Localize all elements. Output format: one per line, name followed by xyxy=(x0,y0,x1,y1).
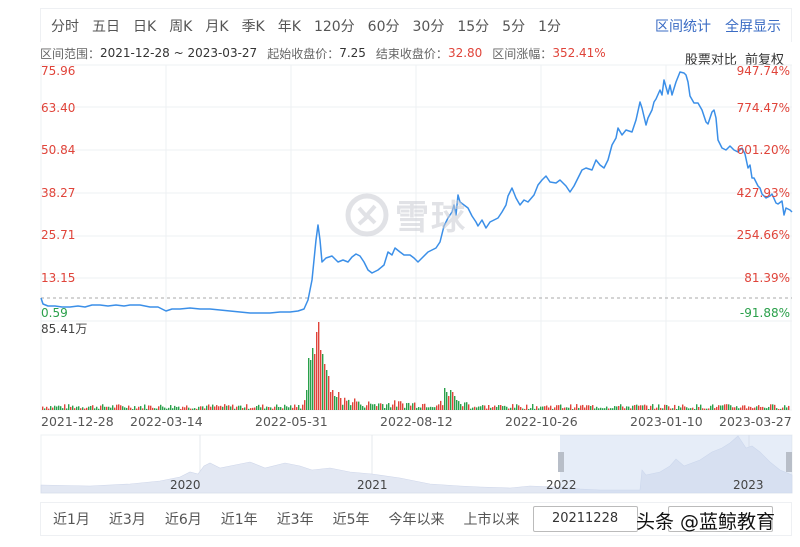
y-pct-tick-2: 601.20% xyxy=(736,143,790,157)
y-pct-tick-4: 254.66% xyxy=(736,228,790,242)
interval-stats-link[interactable]: 区间统计 xyxy=(655,18,711,35)
price-line xyxy=(40,71,793,314)
tab-1min[interactable]: 1分 xyxy=(538,18,561,35)
volume-bars xyxy=(42,322,790,410)
y-price-tick-5: 13.15 xyxy=(41,271,76,285)
y-price-tick-4: 25.71 xyxy=(41,228,76,242)
tab-120min[interactable]: 120分 xyxy=(313,18,355,35)
y-price-tick-3: 38.27 xyxy=(41,186,76,200)
x-tick-1: 2022-03-14 xyxy=(130,414,203,429)
end-date-input[interactable] xyxy=(667,506,773,532)
x-tick-5: 2023-01-10 xyxy=(630,414,703,429)
y-price-tick-0: 75.96 xyxy=(41,64,76,78)
change-value: 352.41% xyxy=(552,46,606,60)
tab-5min[interactable]: 5分 xyxy=(502,18,526,35)
tab-weekly-k[interactable]: 周K xyxy=(169,18,193,35)
y-price-tick-6: 0.59 xyxy=(41,306,68,320)
end-close-value: 32.80 xyxy=(447,46,483,60)
start-close-label: 起始收盘价： xyxy=(267,46,340,61)
range-1-year[interactable]: 近1年 xyxy=(220,512,258,528)
y-pct-tick-3: 427.93% xyxy=(736,186,790,200)
y-pct-tick-5: 81.39% xyxy=(744,271,790,285)
y-price-tick-2: 50.84 xyxy=(41,143,76,157)
interval-info-row: 区间范围： 2021-12-28 ~ 2023-03-27 起始收盘价： 7.2… xyxy=(40,43,792,68)
nav-year-2022: 2022 xyxy=(546,478,577,492)
end-close-label: 结束收盘价： xyxy=(375,46,448,61)
range-3-years[interactable]: 近3年 xyxy=(276,512,314,528)
y-price-tick-1: 63.40 xyxy=(41,101,76,115)
tab-monthly-k[interactable]: 月K xyxy=(205,18,229,35)
range-1-month[interactable]: 近1月 xyxy=(53,512,90,528)
nav-year-2021: 2021 xyxy=(357,478,388,492)
navigator-selection xyxy=(560,435,792,493)
range-ytd[interactable]: 今年以来 xyxy=(388,512,445,528)
navigator xyxy=(40,434,793,494)
range-button-bar: 近1月 近3月 近6月 近1年 近3年 近5年 今年以来 上市以来 202112… xyxy=(40,502,792,536)
nav-year-2023: 2023 xyxy=(733,478,764,492)
range-3-months[interactable]: 近3月 xyxy=(108,512,146,528)
y-pct-tick-6: -91.88% xyxy=(739,306,790,320)
range-5-years[interactable]: 近5年 xyxy=(332,512,370,528)
tab-daily-k[interactable]: 日K xyxy=(133,18,157,35)
period-tab-bar: 分时 五日 日K 周K 月K 季K 年K 120分 60分 30分 15分 5分… xyxy=(40,8,792,42)
toutiao-caption-overlay: 头条 @蓝鲸教育 xyxy=(636,511,776,533)
x-tick-0: 2021-12-28 xyxy=(41,414,114,429)
volume-max-label: 85.41万 xyxy=(41,322,88,336)
tab-60min[interactable]: 60分 xyxy=(367,18,400,35)
range-value: 2021-12-28 ~ 2023-03-27 xyxy=(100,46,258,60)
range-6-months[interactable]: 近6月 xyxy=(164,512,202,528)
fullscreen-link[interactable]: 全屏显示 xyxy=(725,18,781,35)
tab-five-day[interactable]: 五日 xyxy=(92,18,120,35)
watermark-text: 雪球 xyxy=(395,198,467,238)
range-since-listing[interactable]: 上市以来 xyxy=(463,512,520,528)
x-tick-2: 2022-05-31 xyxy=(255,414,328,429)
y-pct-tick-0: 947.74% xyxy=(736,64,790,78)
x-tick-6: 2023-03-27 xyxy=(719,414,792,429)
navigator-handle-left[interactable] xyxy=(558,452,564,472)
xueqiu-watermark: 雪球 xyxy=(345,190,467,239)
tab-15min[interactable]: 15分 xyxy=(457,18,490,35)
nav-year-2020: 2020 xyxy=(170,478,201,492)
change-label: 区间涨幅： xyxy=(492,46,553,61)
start-date-input[interactable]: 20211228 xyxy=(532,506,638,532)
x-tick-4: 2022-10-26 xyxy=(505,414,578,429)
tab-quarterly-k[interactable]: 季K xyxy=(241,18,265,35)
tab-yearly-k[interactable]: 年K xyxy=(277,18,301,35)
tab-fenshi[interactable]: 分时 xyxy=(51,18,79,35)
y-pct-tick-1: 774.47% xyxy=(736,101,790,115)
x-tick-3: 2022-08-12 xyxy=(380,414,453,429)
range-label: 区间范围： xyxy=(40,46,101,61)
xueqiu-logo-icon xyxy=(345,193,389,236)
start-close-value: 7.25 xyxy=(339,46,366,60)
tab-30min[interactable]: 30分 xyxy=(412,18,445,35)
adjustment-selector[interactable]: 前复权 xyxy=(744,52,784,68)
stock-compare-button[interactable]: 股票对比 xyxy=(684,52,737,68)
navigator-area xyxy=(40,435,793,494)
navigator-handle-right[interactable] xyxy=(786,452,792,472)
